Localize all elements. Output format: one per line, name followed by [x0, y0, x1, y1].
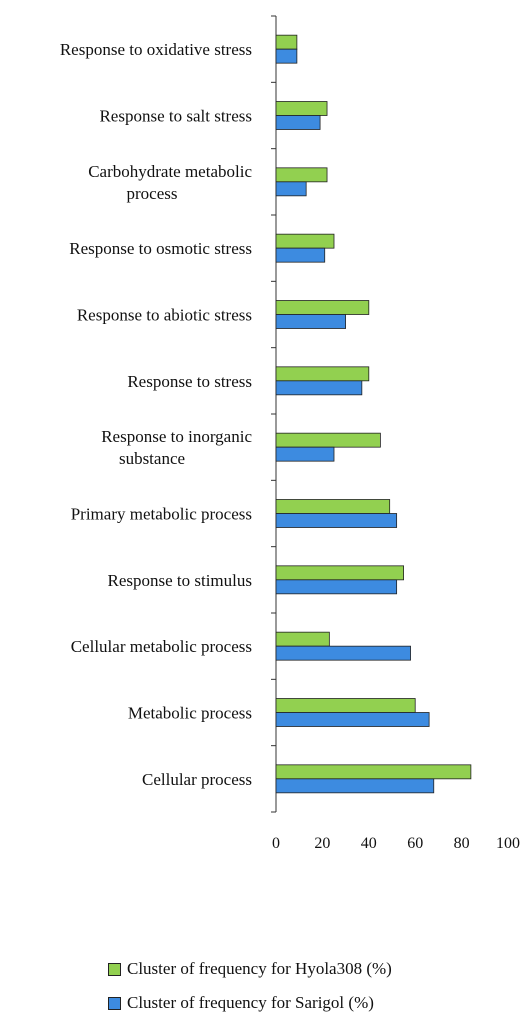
bar-sarigol-response-to-osmotic-stress	[275, 247, 326, 263]
legend-item-sarigol: Cluster of frequency for Sarigol (%)	[108, 989, 508, 1017]
bar-sarigol-primary-metabolic-process	[275, 513, 398, 528]
category-label-response-to-abiotic-stress: Response to abiotic stress	[77, 306, 252, 325]
legend-swatch-sarigol	[108, 996, 121, 1010]
bar-hyola308-response-to-inorganic-substance	[275, 432, 381, 448]
category-label-cellular-process: Cellular process	[142, 770, 252, 789]
category-label-carbohydrate-metabolic-process: Carbohydrate metabolic process	[88, 162, 252, 203]
bar-chart: Response to oxidative stress Response to …	[60, 15, 520, 852]
bar-hyola308-metabolic-process	[275, 698, 416, 713]
bar-sarigol-response-to-abiotic-stress	[275, 314, 346, 329]
category-label-metabolic-process: Metabolic process	[128, 704, 252, 723]
bar-hyola308-cellular-metabolic-process	[275, 631, 330, 647]
legend-label-sarigol: Cluster of frequency for Sarigol (%)	[127, 993, 374, 1012]
category-label-response-to-salt-stress: Response to salt stress	[99, 107, 252, 126]
chart-legend: Cluster of frequency for Hyola308 (%) Cl…	[108, 955, 508, 1023]
bar-sarigol-carbohydrate-metabolic-process	[275, 181, 307, 197]
category-label-cellular-metabolic-process: Cellular metabolic process	[71, 637, 252, 656]
chart-axes	[271, 15, 277, 813]
bar-sarigol-response-to-oxidative-stress	[275, 48, 298, 64]
category-label-response-to-inorganic-substance: Response to inorganic substance	[101, 427, 252, 468]
bar-hyola308-response-to-salt-stress	[275, 101, 328, 116]
bar-hyola308-response-to-oxidative-stress	[275, 34, 298, 50]
legend-item-hyola308: Cluster of frequency for Hyola308 (%)	[108, 955, 508, 983]
x-tick-labels: 0 20 40 60 80 100	[272, 835, 520, 852]
legend-label-hyola308: Cluster of frequency for Hyola308 (%)	[127, 959, 392, 978]
bar-sarigol-response-to-inorganic-substance	[275, 446, 335, 462]
x-tick-label-40: 40	[361, 835, 377, 852]
x-tick-label-100: 100	[496, 835, 520, 852]
bar-hyola308-response-to-abiotic-stress	[275, 300, 370, 315]
bar-hyola308-primary-metabolic-process	[275, 499, 391, 514]
category-label-response-to-osmotic-stress: Response to osmotic stress	[69, 239, 252, 258]
bar-hyola308-response-to-osmotic-stress	[275, 233, 335, 249]
bar-hyola308-response-to-stress	[275, 366, 370, 382]
bar-hyola308-cellular-process	[275, 764, 472, 780]
category-label-response-to-stress: Response to stress	[127, 372, 252, 391]
chart-bars	[275, 34, 472, 794]
bar-hyola308-carbohydrate-metabolic-process	[275, 167, 328, 183]
x-tick-label-0: 0	[272, 835, 280, 852]
category-label-response-to-oxidative-stress: Response to oxidative stress	[60, 40, 252, 59]
bar-hyola308-response-to-stimulus	[275, 565, 404, 581]
bar-sarigol-cellular-metabolic-process	[275, 645, 411, 661]
bar-sarigol-response-to-stimulus	[275, 579, 398, 595]
bar-sarigol-response-to-salt-stress	[275, 115, 321, 130]
bar-sarigol-cellular-process	[275, 778, 435, 794]
category-label-primary-metabolic-process: Primary metabolic process	[71, 505, 252, 524]
bar-sarigol-response-to-stress	[275, 380, 363, 396]
bar-sarigol-metabolic-process	[275, 712, 430, 727]
x-tick-label-20: 20	[314, 835, 330, 852]
x-tick-label-60: 60	[407, 835, 423, 852]
category-labels: Response to oxidative stress Response to …	[60, 40, 253, 789]
category-label-response-to-stimulus: Response to stimulus	[107, 571, 252, 590]
x-tick-label-80: 80	[454, 835, 470, 852]
legend-swatch-hyola308	[108, 962, 121, 976]
